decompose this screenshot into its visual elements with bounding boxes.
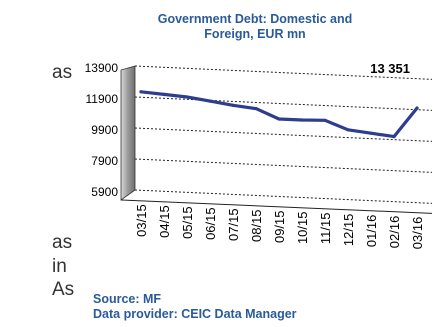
x-tick-label: 09/15 bbox=[272, 210, 287, 243]
data-point bbox=[139, 90, 143, 94]
gridline bbox=[134, 127, 433, 142]
gridline bbox=[134, 65, 433, 80]
chart-side-wall bbox=[120, 65, 136, 201]
gridline bbox=[134, 189, 433, 204]
data-point bbox=[300, 118, 304, 122]
data-point bbox=[162, 92, 166, 96]
x-tick-label: 07/15 bbox=[226, 208, 241, 241]
data-point bbox=[369, 131, 373, 135]
x-tick-label: 03/15 bbox=[134, 204, 149, 237]
data-point bbox=[208, 99, 212, 103]
data-point bbox=[254, 107, 258, 111]
chart-title: Government Debt: Domestic and Foreign, E… bbox=[130, 12, 380, 42]
data-point bbox=[346, 128, 350, 132]
chart-title-line-2: Foreign, EUR mn bbox=[204, 27, 306, 41]
y-tick-label: 5900 bbox=[91, 185, 118, 199]
source-line: Source: MF bbox=[93, 292, 162, 306]
side-text-as-1: as bbox=[52, 62, 73, 83]
data-point bbox=[323, 118, 327, 122]
data-point bbox=[185, 95, 189, 99]
x-tick-label: 02/16 bbox=[387, 216, 402, 249]
x-tick-label: 06/15 bbox=[203, 207, 218, 240]
data-provider-line: Data provider: CEIC Data Manager bbox=[93, 307, 297, 321]
gridline bbox=[134, 96, 433, 111]
x-tick-label: 04/15 bbox=[157, 205, 172, 238]
data-point bbox=[392, 135, 396, 139]
side-text-as-2: as bbox=[52, 232, 73, 253]
data-point bbox=[231, 103, 235, 107]
y-tick-label: 7900 bbox=[91, 154, 118, 168]
side-text-in: in bbox=[52, 256, 67, 277]
x-tick-label: 05/15 bbox=[180, 206, 195, 239]
source-note: Source: MF Data provider: CEIC Data Mana… bbox=[93, 292, 297, 322]
last-value-callout: 13 351 bbox=[370, 61, 410, 76]
x-tick-label: 08/15 bbox=[249, 209, 264, 242]
data-point bbox=[415, 106, 419, 110]
x-axis-baseline bbox=[120, 199, 433, 214]
chart-title-line-1: Government Debt: Domestic and bbox=[157, 12, 353, 26]
x-tick-label: 10/15 bbox=[295, 212, 310, 245]
y-tick-label: 11900 bbox=[86, 92, 119, 106]
series-line-government-debt bbox=[139, 90, 419, 139]
x-tick-label: 01/16 bbox=[364, 215, 379, 248]
y-tick-label: 13900 bbox=[85, 61, 119, 75]
x-tick-label: 12/15 bbox=[341, 214, 356, 247]
x-tick-label: 11/15 bbox=[318, 213, 333, 245]
side-text-as-3: As bbox=[52, 279, 75, 300]
data-point bbox=[277, 117, 281, 121]
y-tick-label: 9900 bbox=[91, 123, 118, 137]
gridline bbox=[134, 158, 433, 173]
x-tick-label: 03/16 bbox=[410, 217, 425, 250]
